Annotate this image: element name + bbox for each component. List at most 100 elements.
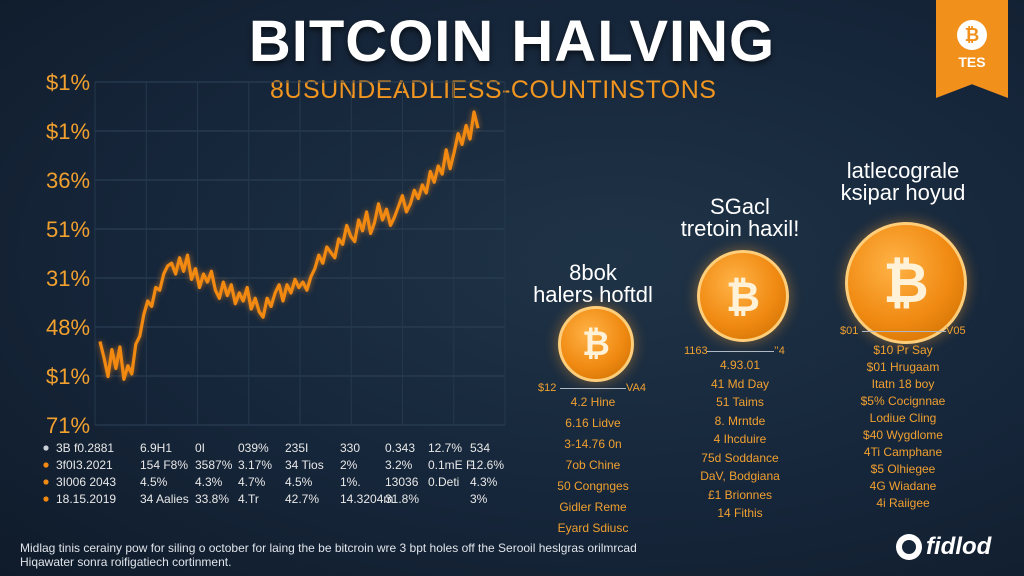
- y-tick-label: $1%: [46, 70, 90, 95]
- coin-detail-item: DaV, Bodgiana: [700, 469, 780, 483]
- table-cell: 3587%: [195, 458, 233, 472]
- coin-detail-item: 3-14.76 0n: [564, 437, 622, 451]
- bitcoin-coin-icon: ₿: [845, 222, 967, 344]
- coin-detail-item: $10 Pr Say: [873, 343, 933, 357]
- coin-title-line: SGacl: [710, 194, 770, 219]
- table-cell: 2%: [340, 458, 358, 472]
- y-tick-label: $1%: [46, 364, 90, 389]
- bracket-left-label: $01: [840, 325, 859, 337]
- coin-detail-list: $10 Pr Say $01 Hrugaam Itatn 18 boy $5% Coc…: [823, 342, 983, 512]
- coin-detail-item: 14 Fithis: [717, 506, 763, 520]
- table-row-bullet: [43, 479, 49, 485]
- y-tick-label: 71%: [46, 413, 90, 438]
- coin-detail-item: 4.93.01: [719, 358, 761, 372]
- coin-detail-list: 4.2 Hine 6.16 Lidve 3-14.76 0n 7ob Chine 50 …: [513, 392, 673, 539]
- table-cell: 3.2%: [385, 458, 413, 472]
- coin-detail-item: 50 Congnges: [557, 479, 629, 493]
- coin-title-line: halers hoftdl: [533, 282, 653, 307]
- coin-detail-item: 4i Raiigee: [876, 496, 930, 510]
- coin-detail-item: $40 Wygdlome: [863, 428, 943, 442]
- coin-title-line: 8bok: [569, 260, 617, 285]
- table-cell: 1%.: [340, 475, 361, 489]
- y-tick-label: 48%: [46, 315, 90, 340]
- coin-detail-item: 4G Wiadane: [869, 479, 937, 493]
- coin-detail-item: 7ob Chine: [565, 458, 621, 472]
- coin-detail-item: 75d Soddance: [701, 450, 779, 465]
- table-cell: 12.7%: [428, 441, 462, 455]
- table-cell: 13036: [385, 475, 419, 489]
- coin-detail-item: $5 Olhiegee: [870, 462, 936, 476]
- table-cell: 039%: [238, 441, 269, 455]
- price-series-line: [98, 110, 480, 381]
- badge-text: TES: [958, 54, 986, 70]
- table-row-date: 18.15.2019: [56, 492, 116, 506]
- logo-text: fidlod: [926, 533, 992, 560]
- table-cell: 534: [470, 441, 490, 455]
- coin-group-title: SGacl tretoin haxil!: [630, 196, 850, 240]
- corner-badge: ₿ TES: [936, 0, 1008, 98]
- table-cell: 3%: [470, 492, 488, 506]
- table-cell: 0.Deti: [428, 475, 459, 489]
- table-cell: 235I: [285, 441, 308, 455]
- table-row-bullet: [43, 445, 49, 451]
- footer-caption: Midlag tinis cerainy pow for siling o oc…: [20, 541, 640, 569]
- price-chart: $1% $1% 36% 51% 31% 48% $1% 71% 3B f0.2881 6.9H1…: [43, 70, 506, 506]
- y-tick-label: 31%: [46, 266, 90, 291]
- table-row-bullet: [43, 462, 49, 468]
- footer-line-2: Hiqawater sonra roifigatiech cortinment.: [20, 555, 232, 569]
- coin-detail-item: 41 Md Day: [710, 376, 770, 391]
- coin-detail-item: $5% Cocignnae: [860, 394, 946, 408]
- table-cell: 14.3204m: [340, 492, 393, 506]
- table-cell: 4.5%: [285, 475, 313, 489]
- table-cell: 34 Aalies: [140, 492, 189, 506]
- table-cell: 154 F8%: [140, 458, 188, 472]
- bracket-right-label: ’’4: [774, 345, 785, 357]
- table-cell: 34 Tios: [285, 458, 324, 472]
- table-cell: 4.3%: [470, 475, 498, 489]
- fidlod-logo-icon: [896, 534, 922, 560]
- bracket-left-label: $12: [538, 382, 557, 394]
- table-row-bullet: [43, 496, 49, 502]
- coin-group-title: 8bok halers hoftdl: [483, 262, 703, 306]
- table-cell: 0.343: [385, 441, 415, 455]
- table-row-date: 3I006 2043: [56, 475, 116, 489]
- table-cell: 4.3%: [195, 475, 223, 489]
- coin-detail-list: 4.93.01 41 Md Day 51 Taims 8. Mrntde 4 Ihcdu…: [660, 356, 820, 523]
- coin-detail-item: Itatn 18 boy: [871, 377, 935, 391]
- coin-detail-item: 8. Mrntde: [714, 413, 766, 428]
- table-cell: 33.8%: [195, 492, 229, 506]
- table-cell: 6.9H1: [140, 441, 172, 455]
- coin-title-line: ksipar hoyud: [840, 180, 966, 205]
- coin-title-line: latlecograle: [846, 158, 960, 183]
- bitcoin-coin-icon: ₿: [697, 250, 789, 342]
- coin-detail-item: 4 Ihcduire: [713, 432, 767, 446]
- coin-detail-item: Gidler Reme: [559, 500, 627, 514]
- table-cell: 31.8%: [385, 492, 419, 506]
- table-cell: 330: [340, 441, 360, 455]
- table-row-date: 3B f0.2881: [56, 441, 114, 455]
- coin-detail-item: $01 Hrugaam: [866, 360, 940, 374]
- table-cell: 12.6%: [470, 458, 504, 472]
- coin-detail-item: 4Ti Camphane: [863, 445, 943, 459]
- bitcoin-icon: ₿: [957, 20, 987, 50]
- bracket-right-label: V05: [946, 325, 966, 337]
- coin-detail-item: 6.16 Lidve: [565, 416, 621, 430]
- y-tick-label: $1%: [46, 119, 90, 144]
- bracket-left-label: 1163: [684, 345, 708, 357]
- range-bracket: [560, 388, 626, 389]
- table-cell: 3.17%: [238, 458, 272, 472]
- coin-detail-item: Lodiue Cling: [869, 411, 937, 425]
- table-cell: 0.1mE F: [428, 458, 473, 472]
- chart-series: [43, 110, 480, 502]
- coin-detail-item: 4.2 Hine: [570, 395, 616, 409]
- bitcoin-coin-icon: ₿: [558, 306, 634, 382]
- page-title: BITCOIN HALVING: [248, 9, 776, 74]
- bracket-right-label: VA4: [626, 382, 646, 394]
- table-cell: 42.7%: [285, 492, 319, 506]
- y-axis-ticks: $1% $1% 36% 51% 31% 48% $1% 71%: [46, 70, 90, 438]
- brand-logo: fidlod: [896, 533, 991, 561]
- page-subtitle: 8USUNDEADLIESS-COUNTINSTONS: [270, 76, 717, 104]
- table-cell: 4.7%: [238, 475, 266, 489]
- chart-grid: [94, 81, 506, 426]
- footer-line-1: Midlag tinis cerainy pow for siling o oc…: [20, 541, 637, 555]
